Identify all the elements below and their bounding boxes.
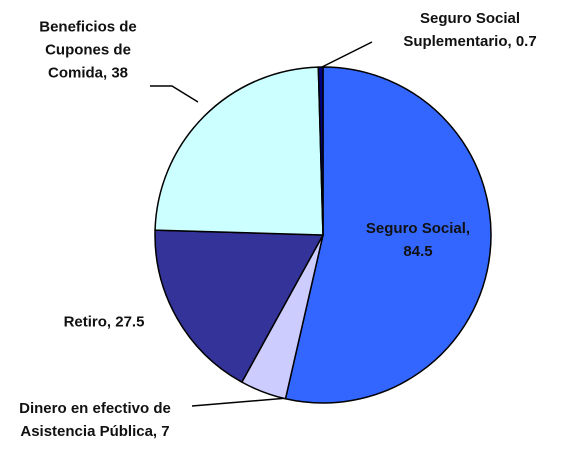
data-label: Seguro Social Suplementario, 0.7 bbox=[403, 10, 537, 50]
pie-slice bbox=[154, 229, 325, 384]
data-label: Dinero en efectivo de Asistencia Pública… bbox=[19, 400, 171, 440]
leader-line bbox=[150, 85, 199, 103]
pie-slice bbox=[154, 66, 324, 236]
data-label: Retiro, 27.5 bbox=[63, 313, 145, 331]
data-label: Seguro Social, 84.5 bbox=[365, 220, 471, 260]
data-label: Beneficios de Cupones de Comida, 38 bbox=[39, 18, 137, 82]
leader-line bbox=[319, 41, 373, 69]
pie-slice bbox=[284, 66, 492, 404]
leader-line bbox=[191, 397, 289, 407]
pie-slice bbox=[317, 66, 324, 236]
